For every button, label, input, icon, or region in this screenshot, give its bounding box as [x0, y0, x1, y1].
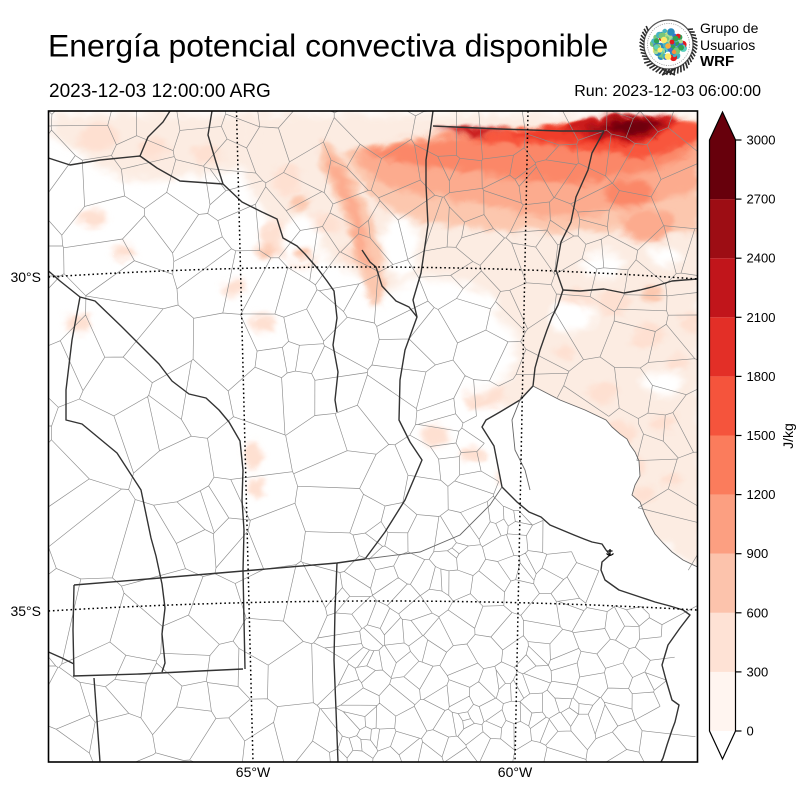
svg-text:J/kg: J/kg [780, 423, 796, 449]
svg-text:Run: 2023-12-03 06:00:00: Run: 2023-12-03 06:00:00 [574, 83, 761, 100]
svg-text:60°W: 60°W [498, 764, 533, 780]
svg-text:65°W: 65°W [236, 764, 271, 780]
svg-text:600: 600 [747, 605, 769, 620]
svg-text:1500: 1500 [747, 428, 776, 443]
svg-text:300: 300 [747, 664, 769, 679]
svg-text:Grupo de: Grupo de [700, 20, 759, 36]
svg-text:1200: 1200 [747, 487, 776, 502]
svg-text:900: 900 [747, 546, 769, 561]
svg-text:2023-12-03 12:00:00 ARG: 2023-12-03 12:00:00 ARG [49, 81, 271, 102]
svg-text:2100: 2100 [747, 310, 776, 325]
svg-text:30°S: 30°S [10, 269, 41, 285]
svg-text:2400: 2400 [747, 251, 776, 266]
svg-text:0: 0 [747, 724, 754, 739]
svg-text:3000: 3000 [747, 133, 776, 148]
svg-text:2700: 2700 [747, 192, 776, 207]
svg-text:1800: 1800 [747, 369, 776, 384]
svg-text:WRF: WRF [700, 53, 734, 70]
svg-text:35°S: 35°S [10, 603, 41, 619]
svg-text:Usuarios: Usuarios [700, 37, 755, 53]
svg-text:Energía potencial convectiva d: Energía potencial convectiva disponible [48, 28, 608, 64]
